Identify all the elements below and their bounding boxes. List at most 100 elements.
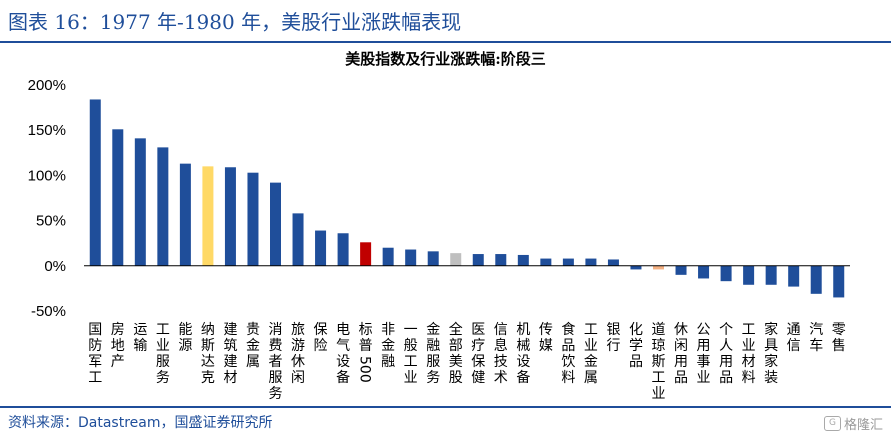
x-tick-char: 材 [223, 370, 237, 386]
x-tick-char: 融 [426, 338, 440, 354]
x-tick-char: 业 [156, 338, 170, 354]
x-tick-char: 建 [223, 322, 237, 338]
x-tick-char: 险 [314, 338, 328, 354]
x-tick-char: 琼 [652, 338, 666, 354]
bar [112, 129, 124, 266]
bar [337, 233, 349, 266]
bar [495, 254, 507, 266]
x-tick-char: 游 [291, 338, 305, 354]
bar [202, 166, 214, 266]
x-tick-char: 闲 [291, 370, 305, 386]
x-tick-label: 标普 500 [357, 322, 373, 383]
x-tick-char: 事 [697, 354, 711, 370]
y-tick-label: 150% [28, 122, 66, 139]
x-tick-char: 输 [133, 338, 147, 354]
x-tick-char: 地 [111, 338, 125, 354]
x-tick-char: 医 [471, 322, 485, 338]
x-tick-char: 美 [449, 354, 463, 370]
x-tick-char: 信 [787, 338, 801, 354]
bar [450, 253, 462, 266]
top-divider [0, 41, 891, 43]
chart-title: 美股指数及行业涨跌幅:阶段三 [345, 50, 546, 68]
x-tick-char: 建 [223, 354, 237, 370]
x-tick-char: 务 [269, 386, 283, 402]
bar [517, 254, 529, 266]
x-tick-char: 食 [561, 321, 575, 338]
x-tick-char: 技 [494, 354, 508, 370]
x-tick-char: 汽 [809, 322, 823, 338]
x-tick-char: 产 [111, 354, 125, 370]
x-tick-label: 化学品 [629, 322, 643, 370]
x-tick-char: 工 [652, 370, 666, 386]
y-tick-label: 200% [28, 77, 66, 94]
source-note: 资料来源：Datastream，国盛证券研究所 [8, 415, 273, 431]
watermark: G 格隆汇 [823, 414, 883, 433]
watermark-logo-icon: G [823, 416, 841, 431]
x-tick-char: 务 [156, 370, 170, 386]
x-tick-char: 零 [832, 322, 846, 338]
x-tick-char: 料 [561, 370, 575, 386]
x-tick-char: 金 [426, 322, 440, 338]
bar [247, 172, 259, 266]
x-tick-label: 非金融 [381, 322, 395, 370]
x-tick-char: 一 [404, 322, 418, 338]
x-tick-char: 学 [629, 338, 643, 354]
x-tick-char: 人 [719, 338, 733, 354]
bar [224, 167, 236, 266]
x-tick-char: 用 [697, 338, 711, 354]
x-tick-char: 具 [764, 338, 778, 354]
bar [360, 242, 372, 266]
y-tick-label: 100% [28, 167, 66, 184]
x-tick-char: 服 [269, 370, 283, 386]
x-tick-char: 业 [584, 338, 598, 354]
bottom-divider [0, 406, 891, 408]
x-tick-char: 饮 [561, 354, 575, 370]
x-tick-char: 500 [357, 356, 373, 383]
y-tick-label: 50% [36, 213, 66, 230]
x-tick-char: 消 [269, 322, 283, 338]
bar [405, 249, 417, 266]
x-tick-char: 金 [381, 338, 395, 354]
bar [653, 265, 664, 270]
x-tick-char: 通 [787, 322, 801, 338]
x-tick-label: 运输 [133, 322, 147, 354]
x-tick-char: 非 [381, 322, 395, 338]
x-tick-char: 品 [629, 354, 643, 370]
x-tick-char: 息 [494, 337, 508, 354]
bar [698, 265, 710, 279]
x-tick-char: 休 [674, 322, 688, 338]
y-tick-label: -50% [31, 303, 66, 320]
x-tick-char: 业 [742, 338, 756, 354]
x-tick-char: 纳 [201, 322, 215, 338]
x-tick-char: 费 [269, 338, 283, 354]
x-tick-char: 者 [269, 354, 283, 370]
x-tick-char: 家 [764, 321, 778, 338]
bar [765, 265, 777, 285]
bar [472, 254, 484, 266]
watermark-text: 格隆汇 [843, 418, 883, 433]
x-tick-char: 疗 [471, 338, 485, 354]
x-tick-char: 般 [404, 338, 418, 354]
x-tick-char: 保 [471, 354, 485, 370]
x-tick-char: 闲 [674, 338, 688, 354]
x-tick-char: 电 [336, 322, 350, 338]
x-tick-char: 健 [471, 370, 485, 386]
bar [427, 251, 439, 266]
bar [788, 265, 800, 287]
x-tick-char: 车 [809, 337, 823, 354]
x-tick-char: 料 [742, 370, 756, 386]
x-tick-char: 机 [516, 322, 530, 338]
bar [270, 182, 281, 266]
bar [562, 258, 574, 266]
x-tick-char: 品 [674, 370, 688, 386]
